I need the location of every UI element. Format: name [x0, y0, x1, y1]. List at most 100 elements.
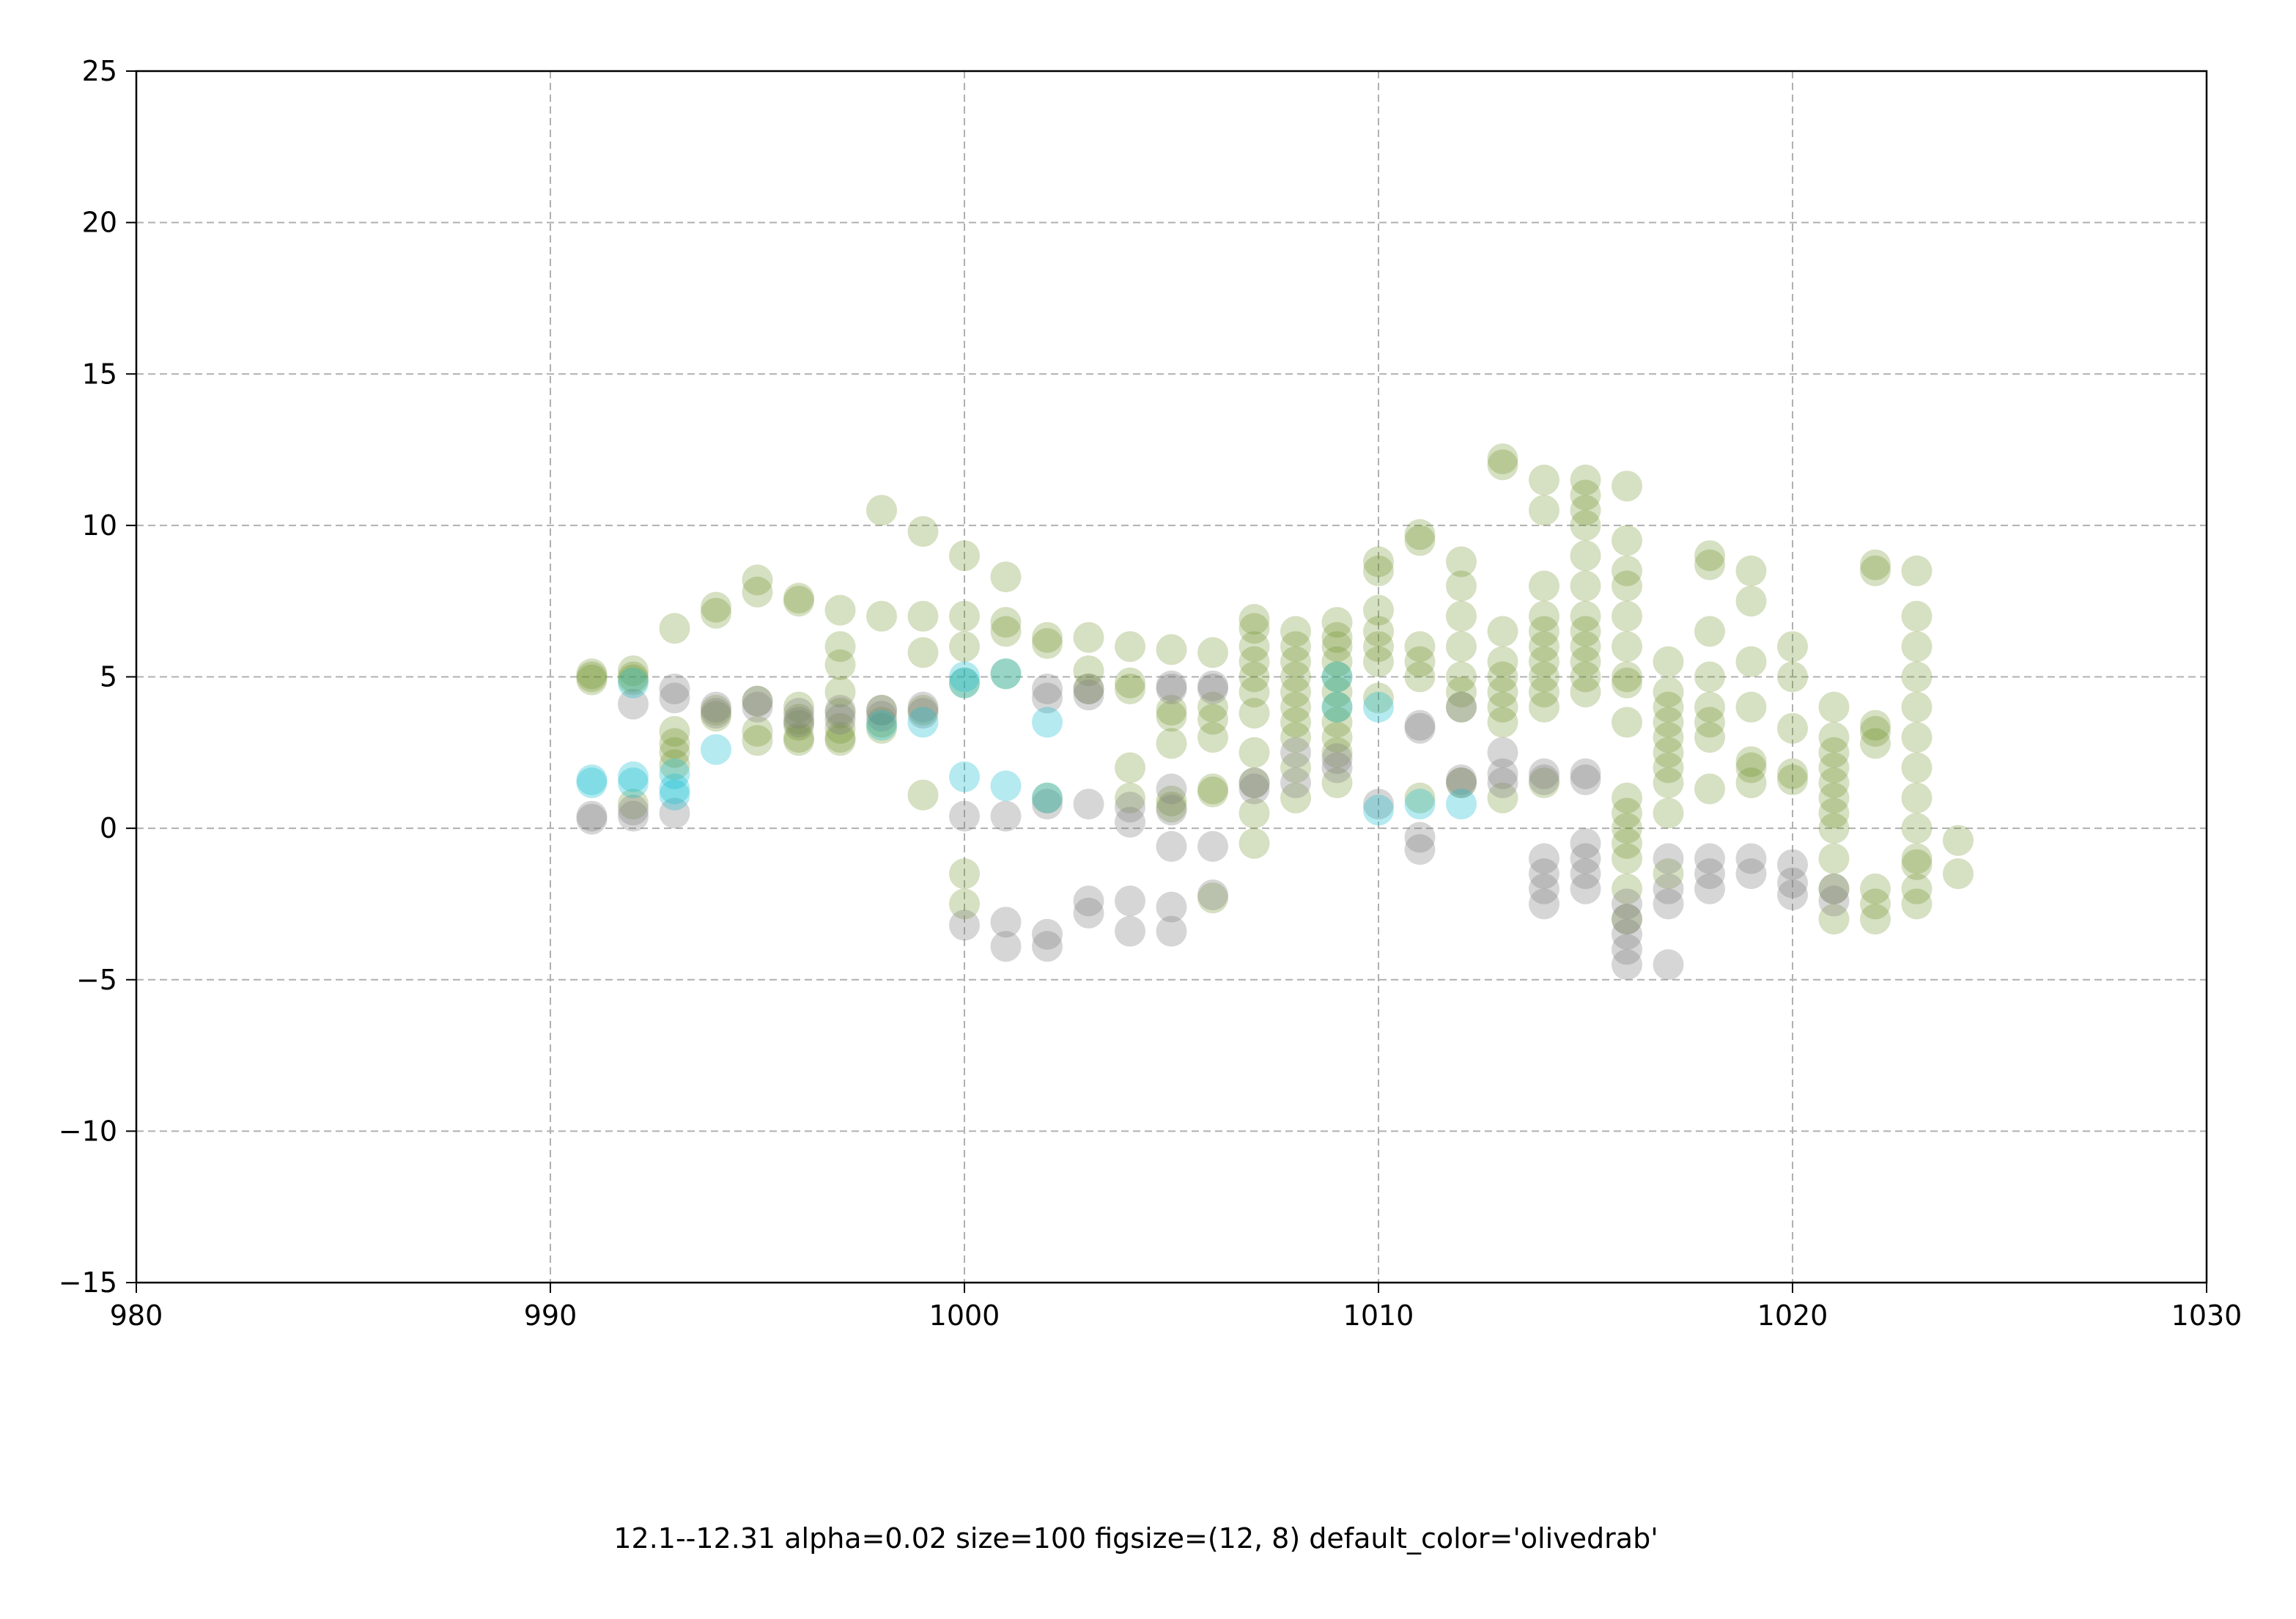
data-point-olivedrab — [1653, 722, 1684, 753]
data-point-olivedrab — [1280, 661, 1311, 693]
data-point-gray — [1073, 674, 1104, 704]
data-point-olivedrab — [701, 695, 731, 726]
data-point-gray — [783, 698, 814, 729]
data-point-olivedrab — [1156, 785, 1187, 816]
data-point-olivedrab — [1446, 767, 1477, 799]
data-point-gray — [1073, 885, 1104, 917]
data-point-olivedrab — [1612, 707, 1642, 738]
data-point-gray — [618, 800, 649, 832]
data-point-olivedrab — [1404, 646, 1436, 677]
data-point-olivedrab — [824, 649, 856, 680]
data-point-gray — [1487, 767, 1518, 799]
data-point-olivedrab — [949, 858, 980, 890]
data-point-olivedrab — [1529, 691, 1559, 723]
data-point-olivedrab — [1032, 622, 1063, 653]
data-point-cyan — [701, 734, 731, 765]
data-point-olivedrab — [1404, 519, 1436, 550]
data-point-olivedrab — [866, 712, 897, 744]
data-point-olivedrab — [1860, 728, 1891, 759]
data-point-olivedrab — [1197, 773, 1228, 805]
data-point-olivedrab — [1818, 904, 1850, 935]
data-point-olivedrab — [701, 701, 731, 732]
data-point-cyan — [659, 779, 690, 811]
data-point-olivedrab — [1860, 904, 1891, 935]
x-tick-label: 1020 — [1757, 1299, 1828, 1332]
data-point-olivedrab — [866, 600, 897, 632]
data-point-gray — [576, 800, 608, 832]
data-point-gray — [866, 695, 897, 726]
data-point-gray — [1156, 794, 1187, 826]
data-point-olivedrab — [1777, 631, 1808, 663]
data-point-olivedrab — [618, 789, 649, 820]
data-point-olivedrab — [742, 725, 773, 756]
y-tick-label: 20 — [82, 207, 117, 239]
y-tick-label: 15 — [82, 358, 117, 390]
data-point-olivedrab — [1321, 622, 1353, 653]
y-tick-label: −5 — [76, 964, 117, 996]
data-point-gray — [1529, 873, 1559, 904]
data-point-gray — [1529, 888, 1559, 920]
data-point-olivedrab — [1860, 888, 1891, 920]
data-point-gray — [659, 674, 690, 704]
data-point-olivedrab — [1612, 555, 1642, 586]
data-point-olivedrab — [1818, 873, 1850, 904]
data-point-gray — [1115, 806, 1145, 838]
data-point-cyan — [576, 767, 608, 799]
data-point-olivedrab — [1321, 661, 1353, 693]
data-point-olivedrab — [1487, 449, 1518, 481]
data-point-olivedrab — [1777, 758, 1808, 789]
data-point-olivedrab — [1653, 691, 1684, 723]
data-point-gray — [1653, 888, 1684, 920]
data-point-olivedrab — [1321, 722, 1353, 753]
data-point-olivedrab — [1529, 631, 1559, 663]
data-point-olivedrab — [1694, 540, 1725, 572]
data-point-olivedrab — [1487, 782, 1518, 814]
data-point-olivedrab — [1612, 661, 1642, 693]
data-point-olivedrab — [783, 586, 814, 617]
data-point-olivedrab — [1321, 691, 1353, 723]
data-point-cyan — [659, 758, 690, 789]
data-point-olivedrab — [1197, 722, 1228, 753]
data-point-olivedrab — [1239, 767, 1270, 799]
data-point-gray — [1239, 767, 1270, 799]
data-point-cyan — [1321, 661, 1353, 693]
data-point-olivedrab — [1280, 707, 1311, 738]
data-point-cyan — [949, 667, 980, 698]
data-point-gray — [1694, 858, 1725, 890]
data-point-olivedrab — [1612, 904, 1642, 935]
data-point-cyan — [1404, 789, 1436, 820]
data-point-olivedrab — [576, 661, 608, 693]
data-point-olivedrab — [1280, 616, 1311, 647]
data-point-olivedrab — [701, 591, 731, 623]
x-tick-label: 990 — [524, 1299, 577, 1332]
data-point-olivedrab — [576, 664, 608, 696]
data-point-gray — [1570, 858, 1601, 890]
data-point-olivedrab — [1363, 546, 1394, 578]
data-point-gray — [824, 695, 856, 726]
data-point-gray — [1321, 743, 1353, 775]
data-point-olivedrab — [949, 631, 980, 663]
data-point-gray — [1570, 764, 1601, 795]
data-point-olivedrab — [1570, 479, 1601, 511]
data-point-olivedrab — [1363, 555, 1394, 586]
data-point-olivedrab — [1321, 676, 1353, 708]
data-point-gray — [1777, 879, 1808, 910]
data-point-olivedrab — [1280, 752, 1311, 783]
data-point-olivedrab — [1156, 695, 1187, 726]
data-point-olivedrab — [1653, 858, 1684, 890]
data-point-gray — [1529, 858, 1559, 890]
data-point-olivedrab — [1239, 661, 1270, 693]
data-point-olivedrab — [1570, 646, 1601, 677]
data-point-olivedrab — [1487, 443, 1518, 474]
grid-lines — [136, 71, 2207, 1283]
data-point-gray — [949, 800, 980, 832]
data-point-olivedrab — [1446, 676, 1477, 708]
data-point-cyan — [1032, 707, 1063, 738]
data-point-olivedrab — [1156, 728, 1187, 759]
data-point-olivedrab — [1612, 797, 1642, 829]
data-point-olivedrab — [1363, 616, 1394, 647]
data-point-olivedrab — [1239, 797, 1270, 829]
data-point-gray — [1239, 773, 1270, 805]
data-point-olivedrab — [1156, 634, 1187, 665]
